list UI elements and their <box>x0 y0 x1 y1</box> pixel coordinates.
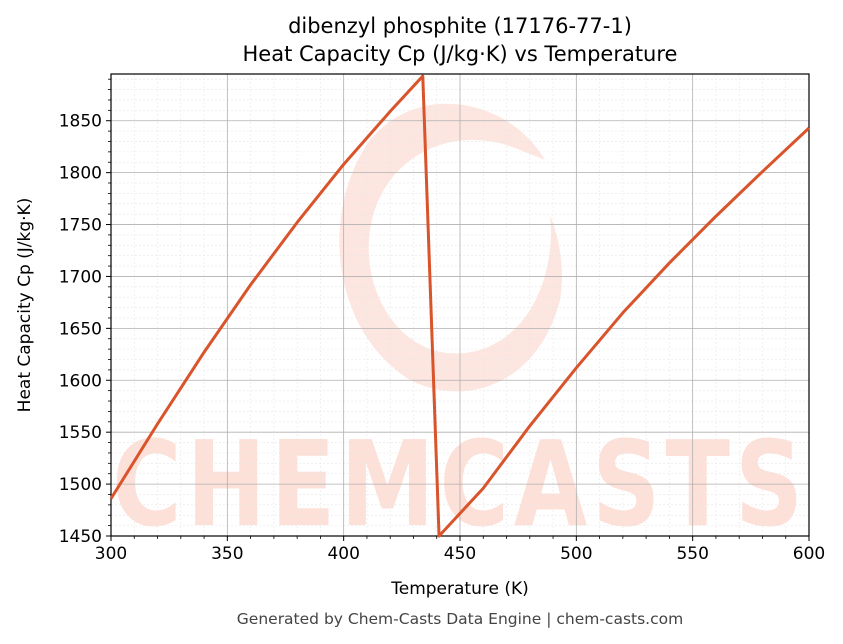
y-tick-labels: 1450 1500 1550 1600 1650 1700 1750 1800 1850 <box>59 112 102 547</box>
x-tick-label: 300 <box>95 544 127 564</box>
watermark-logo-swirl <box>339 103 562 392</box>
chart-title-line2: Heat Capacity Cp (J/kg·K) vs Temperature <box>243 42 678 66</box>
x-tick-label: 400 <box>327 544 359 564</box>
y-tick-label: 1450 <box>59 527 102 547</box>
axis-ticks <box>106 78 810 541</box>
y-tick-label: 1600 <box>59 371 102 391</box>
x-tick-label: 600 <box>793 544 825 564</box>
series-layer <box>109 74 811 538</box>
y-tick-label: 1650 <box>59 319 102 339</box>
y-tick-label: 1800 <box>59 164 102 184</box>
x-axis-label: Temperature (K) <box>390 579 529 599</box>
y-tick-label: 1850 <box>59 112 102 132</box>
x-tick-labels: 300 350 400 450 500 550 600 <box>95 544 825 564</box>
footer-credit: Generated by Chem-Casts Data Engine | ch… <box>237 610 683 628</box>
x-tick-label: 450 <box>444 544 476 564</box>
y-axis-label: Heat Capacity Cp (J/kg·K) <box>15 198 35 413</box>
series-line <box>109 74 811 538</box>
x-tick-label: 500 <box>560 544 592 564</box>
y-tick-label: 1550 <box>59 423 102 443</box>
chart-title-line1: dibenzyl phosphite (17176-77-1) <box>288 14 632 38</box>
x-tick-label: 350 <box>211 544 243 564</box>
y-tick-label: 1700 <box>59 267 102 287</box>
y-tick-label: 1500 <box>59 475 102 495</box>
y-tick-label: 1750 <box>59 216 102 236</box>
x-tick-label: 550 <box>676 544 708 564</box>
